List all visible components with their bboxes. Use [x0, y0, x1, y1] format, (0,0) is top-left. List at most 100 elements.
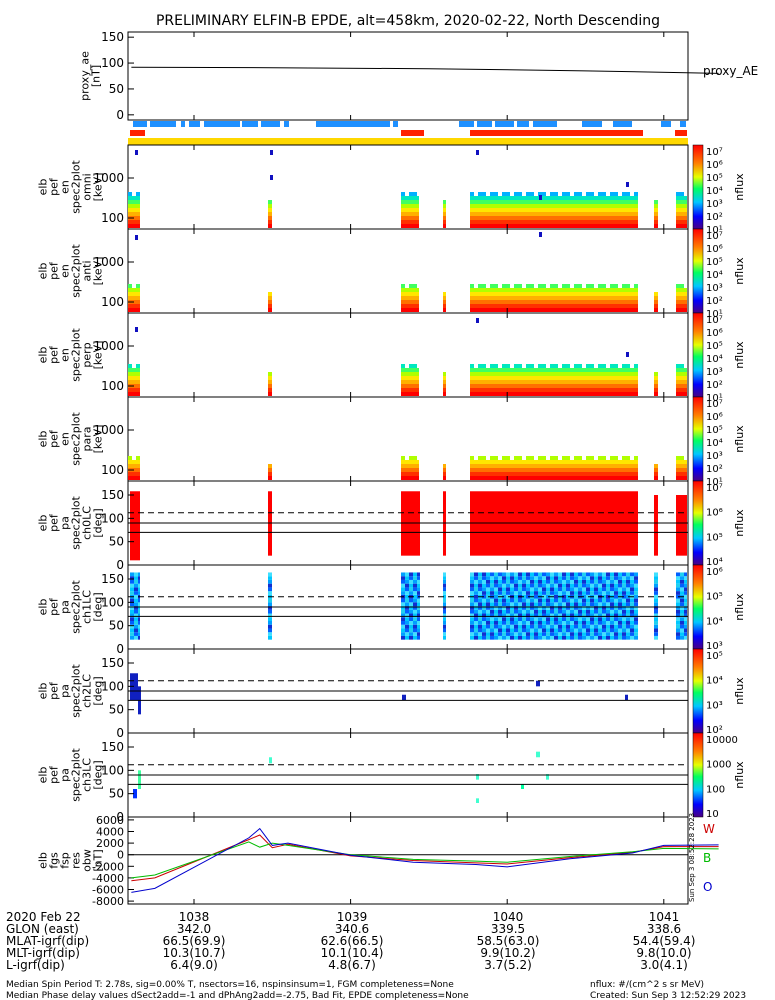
spectrogram-cell	[405, 212, 409, 216]
spectrogram-cell	[494, 364, 498, 368]
spectrogram-cell	[622, 598, 626, 603]
spectrogram-cell	[676, 300, 680, 304]
spectrogram-cell	[401, 224, 405, 228]
spectrogram-cell	[401, 368, 405, 372]
spectrogram-cell	[578, 288, 582, 292]
spectrogram-cell	[502, 368, 506, 372]
spectrogram-cell	[443, 587, 446, 592]
spectrogram-cell	[490, 300, 494, 304]
spectrogram-cell	[470, 460, 474, 464]
spectrogram-cell	[401, 617, 405, 621]
spectrogram-cell	[401, 468, 405, 472]
spectrogram-cell	[582, 606, 586, 610]
spectrogram-cell	[522, 388, 526, 392]
spectrogram-cell	[132, 204, 136, 208]
spectrogram-cell	[684, 476, 687, 480]
spectrogram-cell	[590, 204, 594, 208]
orbit-bar-blue-segment	[393, 121, 398, 127]
spectrogram-cell	[622, 476, 626, 480]
spectrogram-cell	[680, 392, 684, 396]
spectrogram-cell	[474, 200, 478, 204]
spectrogram-cell	[514, 308, 518, 312]
spectrogram-cell	[574, 224, 578, 228]
spectrogram-cell	[494, 392, 498, 396]
spectrogram-cell	[470, 220, 474, 224]
spectrogram-cell	[538, 609, 542, 614]
spectrogram-cell	[522, 628, 526, 633]
spectrogram-cell	[530, 635, 534, 640]
spectrogram-cell	[474, 591, 478, 595]
ephemeris-row-label: MLAT-igrf(dip)	[6, 934, 89, 948]
spectrogram-cell	[526, 624, 530, 629]
spectrogram-cell	[606, 296, 610, 300]
spectrogram-cell	[598, 308, 602, 312]
spectrogram-cell	[558, 635, 562, 640]
spectrogram-cell	[132, 392, 136, 396]
colorbar-tick-label: 10⁴	[706, 354, 723, 365]
spectrogram-cell	[586, 464, 590, 468]
spectrogram-cell	[610, 624, 614, 629]
spectrogram-cell	[606, 388, 610, 392]
spectrogram-cell	[676, 384, 680, 388]
spectrogram-cell	[550, 368, 554, 372]
spectrogram-cell	[138, 591, 140, 595]
spectrogram-cell	[590, 300, 594, 304]
y-axis-title-line: perp	[81, 342, 94, 367]
y-axis-title-line: [keV]	[92, 425, 105, 454]
y-axis-title-line: [deg]	[92, 508, 105, 537]
y-tick-label: 0	[116, 726, 124, 740]
spectrogram-cell	[558, 292, 562, 296]
spectrogram-cell	[574, 208, 578, 212]
spectrogram-cell	[443, 308, 446, 312]
orbit-bar-blue-segment	[242, 121, 258, 127]
spectrogram-cell	[654, 388, 658, 392]
spectrogram-cell	[546, 579, 550, 584]
spectrogram-cell	[498, 292, 502, 296]
orbit-bar-blue-segment	[517, 121, 529, 127]
spectrogram-cell	[598, 591, 602, 595]
spectrogram-cell	[622, 384, 626, 388]
spectrogram-cell	[409, 635, 413, 640]
spectrogram-cell	[570, 628, 574, 633]
spectrogram-cell	[598, 304, 602, 308]
spectrogram-cell	[474, 388, 478, 392]
spectrogram-cell	[684, 212, 687, 216]
spectrogram-cell	[680, 224, 684, 228]
spectrogram-cell	[514, 380, 518, 384]
spectrogram-cell	[498, 628, 502, 633]
spectrogram-cell	[630, 587, 634, 592]
spectrogram-cell	[522, 220, 526, 224]
spectrogram-cell	[269, 757, 272, 764]
spectrogram-cell	[470, 196, 474, 200]
spectrogram-cell	[550, 284, 554, 288]
spectrogram-cell	[405, 380, 409, 384]
spectrogram-cell	[634, 594, 638, 599]
spectrogram-cell	[526, 583, 530, 588]
spectrogram-cell	[478, 472, 482, 476]
spectrogram-cell	[622, 216, 626, 220]
spectrogram-cell	[558, 613, 562, 618]
spectrogram-cell	[405, 196, 409, 200]
spectrogram-cell	[530, 212, 534, 216]
spectrogram-cell	[654, 624, 658, 629]
y-tick-label: 50	[109, 535, 124, 549]
spectrogram-cell	[614, 624, 618, 629]
spectrogram-cell	[530, 296, 534, 300]
spectrogram-cell	[530, 208, 534, 212]
spectrogram-cell	[510, 635, 514, 640]
spectrogram-cell	[476, 774, 479, 780]
y-axis-title-line: pa	[59, 516, 72, 530]
spectrogram-cell	[506, 380, 510, 384]
spectrogram-cell	[630, 472, 634, 476]
spectrogram-cell	[413, 609, 417, 614]
spectrogram-cell	[562, 609, 566, 614]
spectrogram-cell	[622, 284, 626, 288]
spectrogram-cell	[622, 609, 626, 614]
spectrogram-cell	[574, 579, 578, 584]
spectrogram-ch0LC	[130, 491, 687, 561]
spectrogram-cell	[630, 606, 634, 610]
spectrogram-cell	[482, 192, 486, 196]
spectrogram-cell	[578, 635, 582, 640]
spectrogram-cell	[554, 212, 558, 216]
spectrogram-cell	[566, 598, 570, 603]
